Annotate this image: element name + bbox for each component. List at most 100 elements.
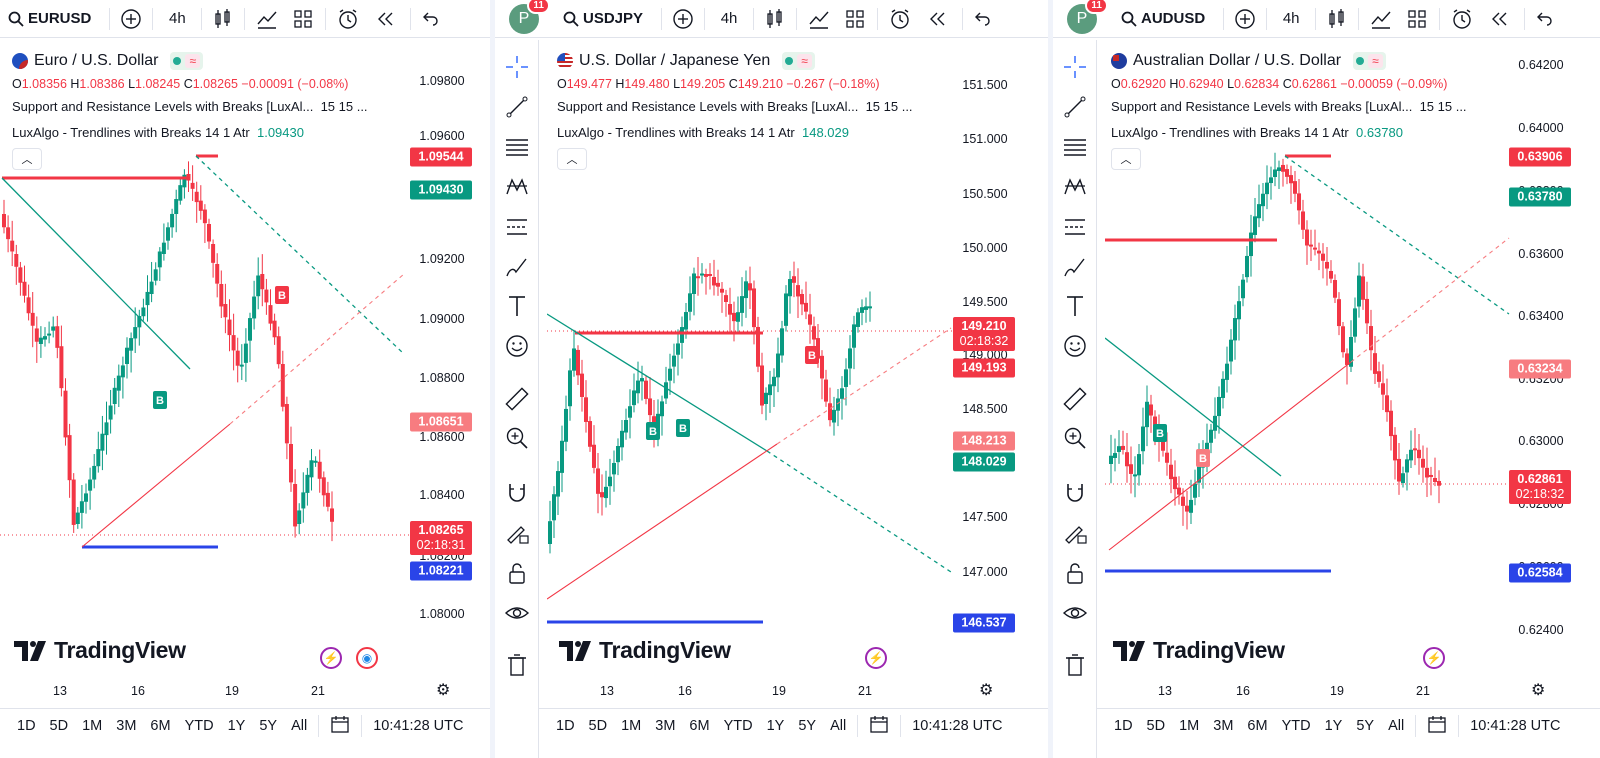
indicators-button[interactable] [249, 0, 285, 38]
range-1d[interactable]: 1D [17, 717, 36, 734]
chart-type-button[interactable] [1320, 0, 1354, 38]
range-all[interactable]: All [1388, 717, 1405, 734]
fib-tool[interactable] [1062, 134, 1088, 160]
compare-button[interactable] [1228, 0, 1262, 38]
range-6m[interactable]: 6M [1247, 717, 1268, 734]
eye-tool[interactable] [1062, 600, 1088, 626]
clock[interactable]: 10:41:28 UTC [1470, 717, 1561, 734]
interval-button[interactable]: 4h [169, 10, 186, 27]
range-6m[interactable]: 6M [689, 717, 710, 734]
trendline-tool[interactable] [504, 94, 530, 120]
lock-tool[interactable] [504, 560, 530, 586]
indicator-trendlines[interactable]: LuxAlgo - Trendlines with Breaks 14 1 At… [557, 125, 849, 140]
alert-button[interactable] [882, 0, 918, 38]
market-status[interactable]: ≈ [782, 52, 815, 70]
time-scale[interactable]: 13 16 19 21 [0, 684, 412, 706]
layout-button[interactable] [1399, 0, 1435, 38]
trendline-tool[interactable] [1062, 94, 1088, 120]
price-chart-svg[interactable]: BB [1105, 44, 1517, 684]
alert-button[interactable] [1444, 0, 1480, 38]
emoji-tool[interactable] [1062, 333, 1088, 359]
range-1y[interactable]: 1Y [766, 717, 785, 734]
replay-button[interactable] [366, 0, 406, 38]
brush-tool[interactable] [504, 254, 530, 280]
range-3m[interactable]: 3M [655, 717, 676, 734]
range-6m[interactable]: 6M [150, 717, 171, 734]
indicator-sr-levels[interactable]: Support and Resistance Levels with Break… [12, 99, 368, 114]
price-scale[interactable]: 151.500 151.000 150.500 150.000 149.500 149.0… [953, 44, 1017, 684]
symbol-search[interactable]: EURUSD [0, 0, 91, 38]
price-chart-svg[interactable]: B B B [547, 44, 959, 684]
globe-icon[interactable]: ◉ [356, 647, 378, 669]
zoom-tool[interactable] [504, 425, 530, 451]
range-3m[interactable]: 3M [1213, 717, 1234, 734]
brush-tool[interactable] [1062, 254, 1088, 280]
indicator-trendlines[interactable]: LuxAlgo - Trendlines with Breaks 14 1 At… [1111, 125, 1403, 140]
settings-icon[interactable]: ⚙ [979, 682, 994, 699]
price-chart-svg[interactable]: BB [0, 44, 412, 684]
fib-tool[interactable] [504, 134, 530, 160]
clock[interactable]: 10:41:28 UTC [373, 717, 464, 734]
pattern-tool[interactable] [504, 174, 530, 200]
indicators-button[interactable] [1363, 0, 1399, 38]
indicators-button[interactable] [801, 0, 837, 38]
range-5y[interactable]: 5Y [1356, 717, 1375, 734]
time-scale[interactable]: 13 16 19 21 [1105, 684, 1517, 706]
chart-area[interactable]: B B B U.S. Dollar / Japanese Yen ≈ O149.47… [547, 44, 959, 684]
user-avatar[interactable]: P 11 [509, 0, 550, 34]
range-1y[interactable]: 1Y [1324, 717, 1343, 734]
symbol-search[interactable]: AUDUSD [1097, 0, 1205, 38]
replay-button[interactable] [1480, 0, 1520, 38]
undo-button[interactable] [967, 0, 997, 38]
price-scale[interactable]: 1.098001.096001.094001.092001.090001.088… [410, 44, 474, 684]
trash-tool[interactable] [1062, 652, 1088, 678]
panel-divider[interactable] [1048, 0, 1053, 758]
lock-tool[interactable] [1062, 560, 1088, 586]
projection-tool[interactable] [504, 214, 530, 240]
lightning-icon[interactable]: ⚡ [865, 647, 887, 669]
layout-button[interactable] [837, 0, 873, 38]
range-1y[interactable]: 1Y [227, 717, 246, 734]
undo-button[interactable] [1529, 0, 1559, 38]
emoji-tool[interactable] [504, 333, 530, 359]
range-1d[interactable]: 1D [1114, 717, 1133, 734]
time-scale[interactable]: 13 16 19 21 [547, 684, 959, 706]
crosshair-tool[interactable] [504, 54, 530, 80]
replay-button[interactable] [918, 0, 958, 38]
ruler-tool[interactable] [1062, 386, 1088, 412]
pattern-tool[interactable] [1062, 174, 1088, 200]
range-5d[interactable]: 5D [1146, 717, 1166, 734]
compare-button[interactable] [114, 0, 148, 38]
magnet-tool[interactable] [1062, 480, 1088, 506]
market-status[interactable]: ≈ [1353, 52, 1386, 70]
settings-icon[interactable]: ⚙ [1531, 682, 1546, 699]
range-5y[interactable]: 5Y [798, 717, 817, 734]
lock-draw-tool[interactable] [504, 520, 530, 546]
ruler-tool[interactable] [504, 386, 530, 412]
price-scale[interactable]: 0.642000.640000.638000.636000.634000.632… [1509, 44, 1573, 684]
text-tool[interactable] [1062, 293, 1088, 319]
indicator-sr-levels[interactable]: Support and Resistance Levels with Break… [1111, 99, 1467, 114]
date-range-button[interactable] [323, 715, 357, 737]
symbol-search[interactable]: USDJPY [539, 0, 643, 38]
range-1m[interactable]: 1M [621, 717, 642, 734]
date-range-button[interactable] [1420, 715, 1454, 737]
range-1m[interactable]: 1M [82, 717, 103, 734]
chart-type-button[interactable] [758, 0, 792, 38]
range-ytd[interactable]: YTD [184, 717, 214, 734]
compare-button[interactable] [666, 0, 700, 38]
market-status[interactable]: ≈ [170, 52, 204, 70]
range-5d[interactable]: 5D [588, 717, 608, 734]
range-ytd[interactable]: YTD [723, 717, 753, 734]
layout-button[interactable] [285, 0, 321, 38]
lightning-icon[interactable]: ⚡ [320, 647, 342, 669]
range-3m[interactable]: 3M [116, 717, 137, 734]
interval-button[interactable]: 4h [1282, 10, 1300, 27]
date-range-button[interactable] [862, 715, 896, 737]
alert-button[interactable] [330, 0, 366, 38]
trash-tool[interactable] [504, 652, 530, 678]
panel-divider[interactable] [490, 0, 495, 758]
collapse-legend-button[interactable]: ︿ [557, 148, 587, 170]
indicator-trendlines[interactable]: LuxAlgo - Trendlines with Breaks 14 1 At… [12, 125, 304, 140]
